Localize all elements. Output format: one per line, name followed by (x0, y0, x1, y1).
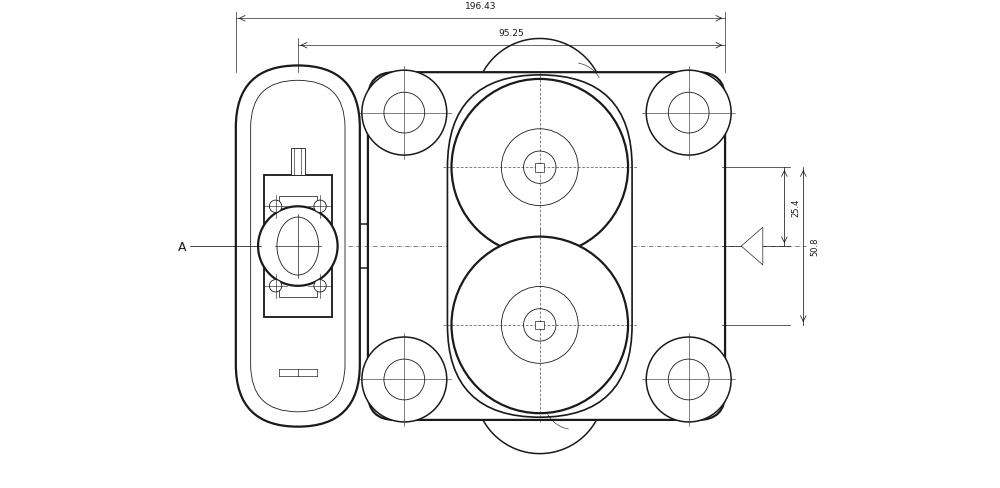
Polygon shape (741, 228, 763, 265)
Bar (291, 149, 305, 176)
FancyBboxPatch shape (236, 66, 360, 427)
Circle shape (524, 152, 556, 184)
Circle shape (362, 71, 447, 156)
Text: 50.8: 50.8 (810, 237, 819, 256)
FancyBboxPatch shape (251, 81, 345, 412)
Ellipse shape (277, 218, 319, 275)
Text: 196.43: 196.43 (465, 2, 496, 11)
Bar (535, 163, 544, 172)
Circle shape (258, 207, 338, 286)
Circle shape (536, 164, 543, 171)
Circle shape (501, 129, 578, 206)
Text: A: A (177, 240, 186, 253)
Circle shape (668, 359, 709, 400)
Circle shape (524, 309, 556, 342)
Circle shape (536, 322, 543, 328)
Bar (535, 321, 544, 329)
Circle shape (314, 201, 326, 213)
Circle shape (384, 93, 425, 134)
Circle shape (501, 287, 578, 364)
Circle shape (646, 337, 731, 422)
Circle shape (451, 80, 628, 256)
Circle shape (269, 201, 282, 213)
Bar (279, 196, 317, 297)
Circle shape (668, 93, 709, 134)
FancyBboxPatch shape (447, 76, 632, 417)
Circle shape (362, 337, 447, 422)
Circle shape (314, 280, 326, 292)
Circle shape (269, 280, 282, 292)
Circle shape (451, 237, 628, 413)
FancyBboxPatch shape (368, 73, 725, 420)
Circle shape (646, 71, 731, 156)
Text: 95.25: 95.25 (499, 29, 524, 38)
Circle shape (384, 359, 425, 400)
Bar (264, 176, 332, 317)
Text: 25.4: 25.4 (791, 198, 800, 216)
